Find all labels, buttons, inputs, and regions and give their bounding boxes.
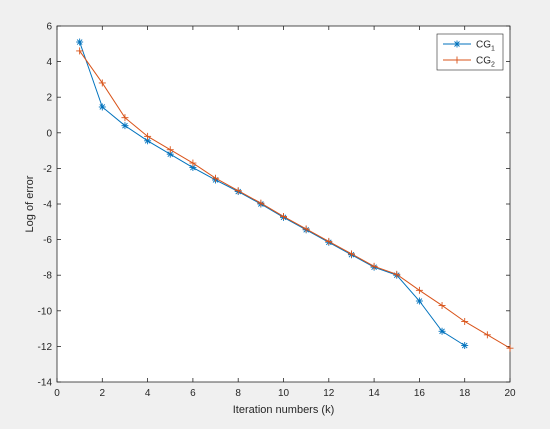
y-tick-label: -10 — [38, 306, 53, 317]
y-tick-label: -2 — [43, 164, 52, 175]
data-point — [415, 286, 423, 294]
data-point — [302, 225, 310, 233]
data-point — [461, 342, 469, 350]
y-tick-label: -12 — [38, 342, 53, 353]
series-line — [79, 41, 465, 346]
data-point — [325, 237, 333, 245]
legend-label-subscript: 1 — [491, 46, 495, 53]
x-tick-label: 10 — [278, 388, 290, 399]
x-tick-label: 14 — [369, 388, 381, 399]
legend-label: CG2 — [476, 56, 495, 69]
data-point — [189, 159, 197, 167]
series-line — [79, 50, 511, 349]
data-point — [121, 114, 129, 122]
x-tick-label: 2 — [100, 388, 106, 399]
x-tick-label: 6 — [190, 388, 196, 399]
data-point — [144, 132, 152, 140]
data-point — [121, 122, 129, 130]
legend-label-name: CG — [476, 56, 491, 67]
data-point — [280, 212, 287, 220]
data-point — [506, 344, 514, 352]
x-tick-label: 8 — [235, 388, 241, 399]
data-point — [76, 47, 84, 55]
plot-area — [56, 25, 511, 383]
data-point — [98, 79, 106, 87]
data-point — [257, 199, 265, 207]
legend-item: CG1 — [443, 40, 495, 53]
y-tick-label: 6 — [46, 22, 52, 33]
legend-label-name: CG — [476, 40, 491, 51]
legend-marker — [453, 40, 461, 48]
legend-item: CG2 — [443, 56, 495, 69]
data-point — [212, 174, 220, 182]
data-point — [415, 297, 423, 305]
data-point — [438, 327, 446, 335]
x-tick-label: 18 — [459, 388, 471, 399]
data-point — [76, 38, 84, 46]
x-tick-label: 12 — [323, 388, 335, 399]
x-tick-label: 4 — [145, 388, 151, 399]
x-tick-label: 0 — [54, 388, 60, 399]
y-tick-label: -6 — [43, 235, 52, 246]
x-tick-label: 16 — [414, 388, 426, 399]
data-point — [166, 146, 174, 154]
y-tick-label: -8 — [43, 271, 52, 282]
data-point — [234, 187, 242, 195]
y-tick-label: -4 — [43, 200, 52, 211]
x-axis-label: Iteration numbers (k) — [233, 404, 334, 416]
data-point — [98, 103, 106, 111]
y-tick-label: 4 — [46, 57, 52, 68]
data-point — [438, 301, 446, 309]
y-axis-label: Log of error — [24, 175, 36, 232]
data-point — [370, 262, 378, 270]
legend-box — [436, 33, 504, 71]
y-tick-label: -14 — [38, 378, 53, 389]
x-tick-label: 20 — [504, 388, 516, 399]
legend-label: CG1 — [476, 40, 495, 53]
data-point — [483, 331, 491, 339]
series-cg2 — [76, 47, 514, 352]
data-point — [347, 250, 355, 258]
series-layer — [76, 38, 514, 352]
y-tick-label: 2 — [46, 93, 52, 104]
legend-marker — [453, 56, 461, 64]
legend-label-subscript: 2 — [491, 62, 495, 69]
data-point — [461, 317, 469, 325]
y-tick-label: 0 — [46, 128, 52, 139]
data-point — [393, 270, 401, 278]
